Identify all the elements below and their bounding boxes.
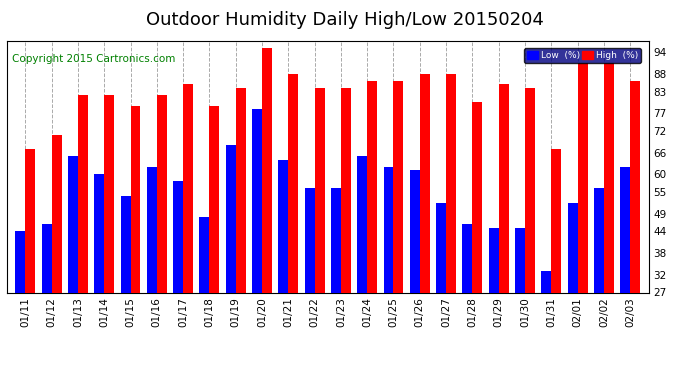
Bar [446, 74, 456, 292]
Bar [304, 188, 315, 292]
Bar [157, 95, 167, 292]
Bar [15, 231, 26, 292]
Bar [515, 228, 525, 292]
Bar [462, 224, 473, 292]
Bar [199, 217, 209, 292]
Bar [604, 63, 614, 292]
Bar [393, 81, 404, 292]
Bar [357, 156, 367, 292]
Bar [367, 81, 377, 292]
Bar [183, 84, 193, 292]
Bar [252, 110, 262, 292]
Bar [95, 174, 104, 292]
Bar [568, 203, 578, 292]
Bar [68, 156, 78, 292]
Bar [420, 74, 430, 292]
Bar [473, 102, 482, 292]
Text: Outdoor Humidity Daily High/Low 20150204: Outdoor Humidity Daily High/Low 20150204 [146, 11, 544, 29]
Bar [262, 48, 272, 292]
Bar [410, 171, 420, 292]
Bar [130, 106, 141, 292]
Bar [41, 224, 52, 292]
Bar [26, 149, 35, 292]
Bar [341, 88, 351, 292]
Bar [288, 74, 298, 292]
Bar [620, 167, 630, 292]
Bar [104, 95, 115, 292]
Bar [384, 167, 393, 292]
Bar [173, 181, 183, 292]
Bar [147, 167, 157, 292]
Bar [315, 88, 324, 292]
Bar [541, 271, 551, 292]
Bar [436, 203, 446, 292]
Bar [121, 196, 130, 292]
Bar [226, 146, 236, 292]
Bar [209, 106, 219, 292]
Bar [278, 160, 288, 292]
Text: Copyright 2015 Cartronics.com: Copyright 2015 Cartronics.com [12, 54, 175, 64]
Bar [630, 81, 640, 292]
Bar [52, 135, 61, 292]
Bar [78, 95, 88, 292]
Bar [489, 228, 499, 292]
Legend: Low  (%), High  (%): Low (%), High (%) [524, 48, 641, 63]
Bar [499, 84, 509, 292]
Bar [525, 88, 535, 292]
Bar [236, 88, 246, 292]
Bar [578, 63, 588, 292]
Bar [331, 188, 341, 292]
Bar [551, 149, 561, 292]
Bar [594, 188, 604, 292]
